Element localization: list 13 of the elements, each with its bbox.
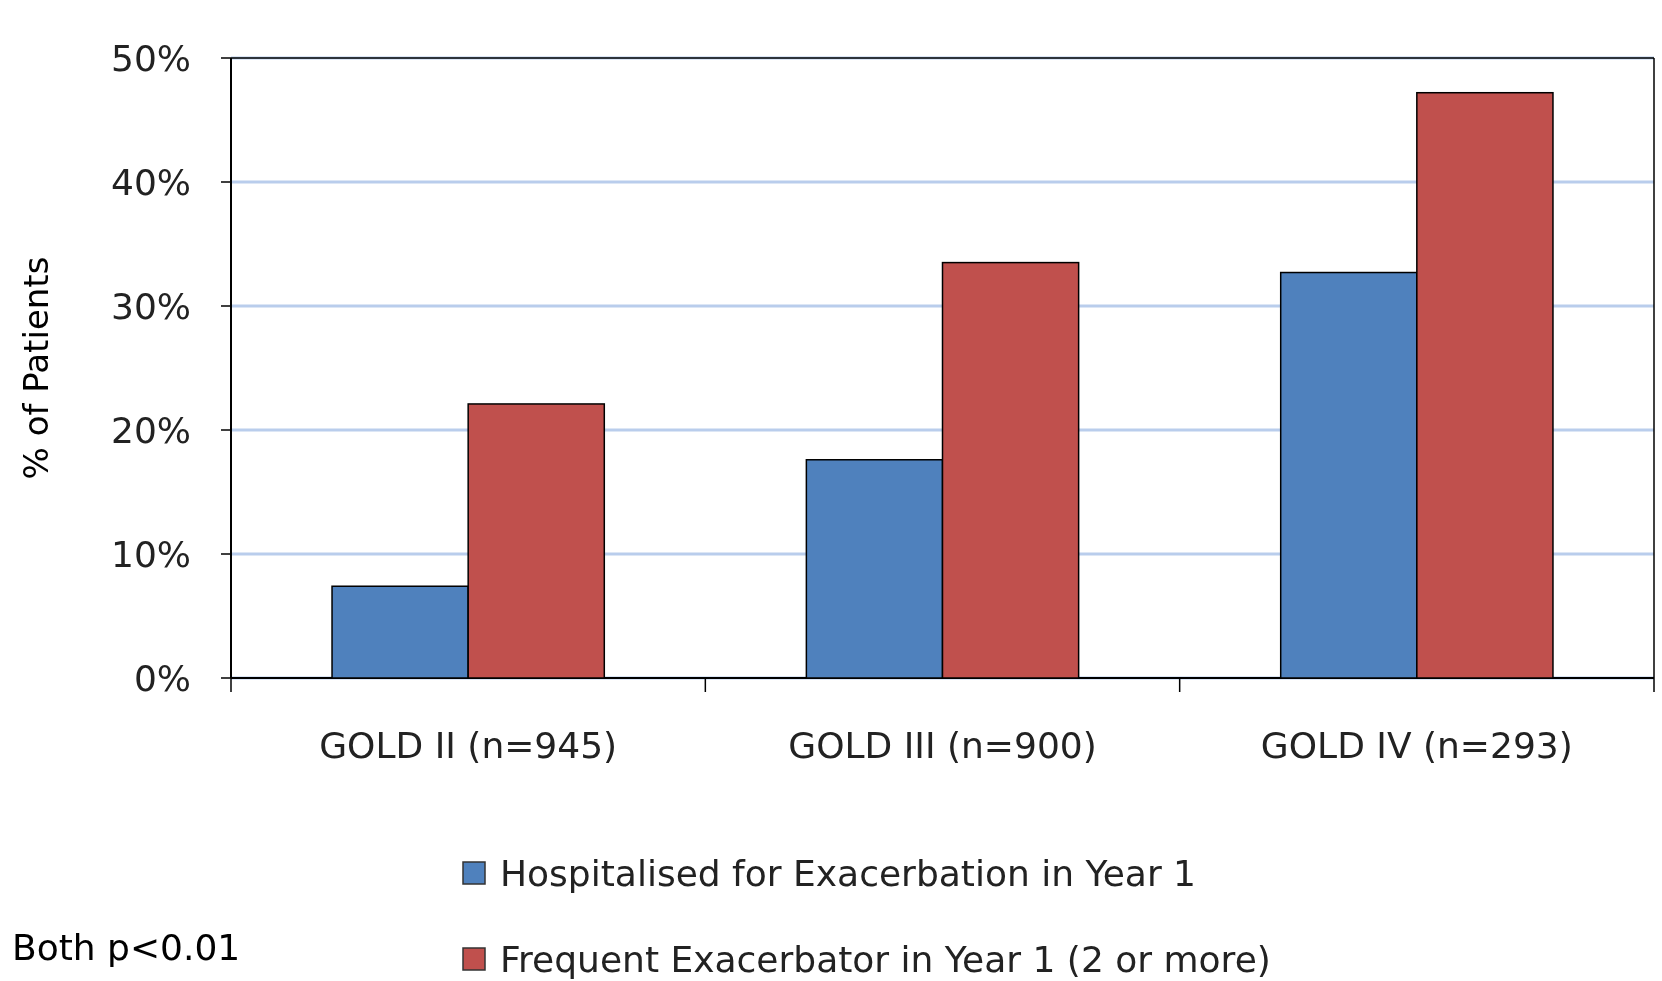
y-axis-title: % of Patients <box>16 256 56 480</box>
text: Both p<0.01 <box>12 927 241 968</box>
x-tick-label: GOLD III (n=900) <box>788 725 1097 766</box>
x-tick-label: GOLD II (n=945) <box>319 725 618 766</box>
y-tick-label: 0% <box>133 657 191 699</box>
legend-label: Frequent Exacerbator in Year 1 (2 or more) <box>500 938 1271 980</box>
legend-label: Hospitalised for Exacerbation in Year 1 <box>500 852 1197 894</box>
y-tick-label: 40% <box>110 161 191 203</box>
y-tick-label: 10% <box>110 533 191 575</box>
y-tick-label: 20% <box>110 409 191 451</box>
x-tick-label: GOLD IV (n=293) <box>1260 725 1573 766</box>
y-tick-label: 50% <box>110 37 191 79</box>
y-tick-label: 30% <box>110 285 191 327</box>
